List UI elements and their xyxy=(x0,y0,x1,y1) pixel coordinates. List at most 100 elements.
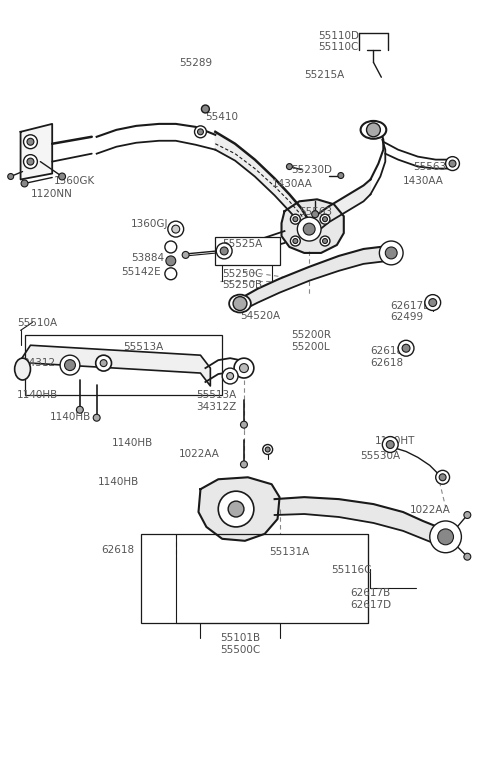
Circle shape xyxy=(303,223,315,235)
Text: 1022AA: 1022AA xyxy=(410,505,451,515)
Circle shape xyxy=(436,470,450,484)
Text: 1360GK: 1360GK xyxy=(54,176,96,185)
Text: 55215A: 55215A xyxy=(304,70,345,81)
Circle shape xyxy=(287,163,292,169)
Circle shape xyxy=(240,421,247,428)
Circle shape xyxy=(320,236,330,246)
Circle shape xyxy=(227,372,234,379)
Text: 55131A: 55131A xyxy=(270,546,310,557)
Circle shape xyxy=(165,241,177,253)
Circle shape xyxy=(8,173,13,179)
Circle shape xyxy=(290,214,300,224)
Text: 1140HB: 1140HB xyxy=(50,412,92,422)
Text: 55510A: 55510A xyxy=(18,318,58,328)
Circle shape xyxy=(312,211,319,217)
Circle shape xyxy=(402,344,410,352)
Circle shape xyxy=(59,173,66,180)
Circle shape xyxy=(320,214,330,224)
Text: 54520A: 54520A xyxy=(240,311,280,321)
Circle shape xyxy=(182,252,189,258)
Text: 55563: 55563 xyxy=(300,207,333,217)
Circle shape xyxy=(297,217,321,241)
Text: 62617B
62617D: 62617B 62617D xyxy=(351,588,392,610)
Text: 55525A: 55525A xyxy=(222,239,263,249)
Text: 1140HT: 1140HT xyxy=(374,435,415,445)
Circle shape xyxy=(202,105,209,113)
Text: 1430AA: 1430AA xyxy=(272,179,312,189)
Circle shape xyxy=(96,355,111,371)
Circle shape xyxy=(218,491,254,527)
Circle shape xyxy=(27,138,34,145)
Text: 62617B
62499: 62617B 62499 xyxy=(390,301,431,322)
Polygon shape xyxy=(309,179,371,238)
Circle shape xyxy=(323,217,327,222)
Circle shape xyxy=(429,299,437,306)
Circle shape xyxy=(379,241,403,264)
Text: 55110D
55110C: 55110D 55110C xyxy=(318,30,360,52)
Text: 1430AA: 1430AA xyxy=(403,176,444,186)
Text: 1360GJ: 1360GJ xyxy=(131,219,169,230)
Text: 55563: 55563 xyxy=(413,162,446,172)
Text: 1140HB: 1140HB xyxy=(111,438,153,448)
Circle shape xyxy=(240,363,249,372)
Polygon shape xyxy=(21,345,210,386)
Circle shape xyxy=(27,158,34,165)
Circle shape xyxy=(93,414,100,421)
Circle shape xyxy=(439,473,446,481)
Circle shape xyxy=(60,355,80,375)
Text: 55513A
34312Z: 55513A 34312Z xyxy=(196,390,237,411)
Polygon shape xyxy=(275,497,443,546)
Circle shape xyxy=(265,447,270,452)
Text: 55101B
55500C: 55101B 55500C xyxy=(220,633,260,654)
Circle shape xyxy=(24,154,37,169)
Circle shape xyxy=(367,123,380,137)
Text: 34312: 34312 xyxy=(23,358,56,368)
Circle shape xyxy=(76,407,84,413)
Circle shape xyxy=(233,296,247,311)
Circle shape xyxy=(194,126,206,138)
Polygon shape xyxy=(216,131,309,237)
Text: 62618B
62618: 62618B 62618 xyxy=(371,347,411,368)
Circle shape xyxy=(290,236,300,246)
Circle shape xyxy=(464,553,471,560)
Text: 1140HB: 1140HB xyxy=(17,390,58,400)
Circle shape xyxy=(449,160,456,167)
Bar xyxy=(141,534,369,623)
Text: 1022AA: 1022AA xyxy=(179,449,219,460)
Circle shape xyxy=(64,359,75,371)
Circle shape xyxy=(165,268,177,280)
Bar xyxy=(24,335,222,395)
Circle shape xyxy=(172,225,180,233)
Circle shape xyxy=(430,521,461,553)
Polygon shape xyxy=(281,199,344,253)
Circle shape xyxy=(222,368,238,384)
Circle shape xyxy=(464,511,471,518)
Text: 53884: 53884 xyxy=(131,253,164,263)
Circle shape xyxy=(228,501,244,517)
Text: 55142E: 55142E xyxy=(121,267,161,277)
Circle shape xyxy=(240,461,247,468)
Circle shape xyxy=(293,217,298,222)
Text: 55200R
55200L: 55200R 55200L xyxy=(291,331,331,352)
Circle shape xyxy=(386,441,394,448)
Circle shape xyxy=(293,239,298,243)
Circle shape xyxy=(168,221,184,237)
Circle shape xyxy=(197,129,204,135)
Bar xyxy=(216,237,279,264)
Circle shape xyxy=(445,157,459,170)
Text: 55116C: 55116C xyxy=(331,565,372,575)
Polygon shape xyxy=(199,477,279,541)
Circle shape xyxy=(234,358,254,378)
Circle shape xyxy=(166,256,176,266)
Text: 55530A: 55530A xyxy=(360,451,401,461)
Ellipse shape xyxy=(14,358,30,380)
Circle shape xyxy=(398,340,414,356)
Circle shape xyxy=(263,445,273,454)
Ellipse shape xyxy=(229,295,251,312)
Text: 55513A: 55513A xyxy=(123,342,164,353)
Circle shape xyxy=(220,247,228,255)
Text: 62618: 62618 xyxy=(102,545,135,555)
Text: 55250C
55250B: 55250C 55250B xyxy=(222,269,263,290)
Polygon shape xyxy=(21,124,52,179)
Circle shape xyxy=(216,243,232,259)
